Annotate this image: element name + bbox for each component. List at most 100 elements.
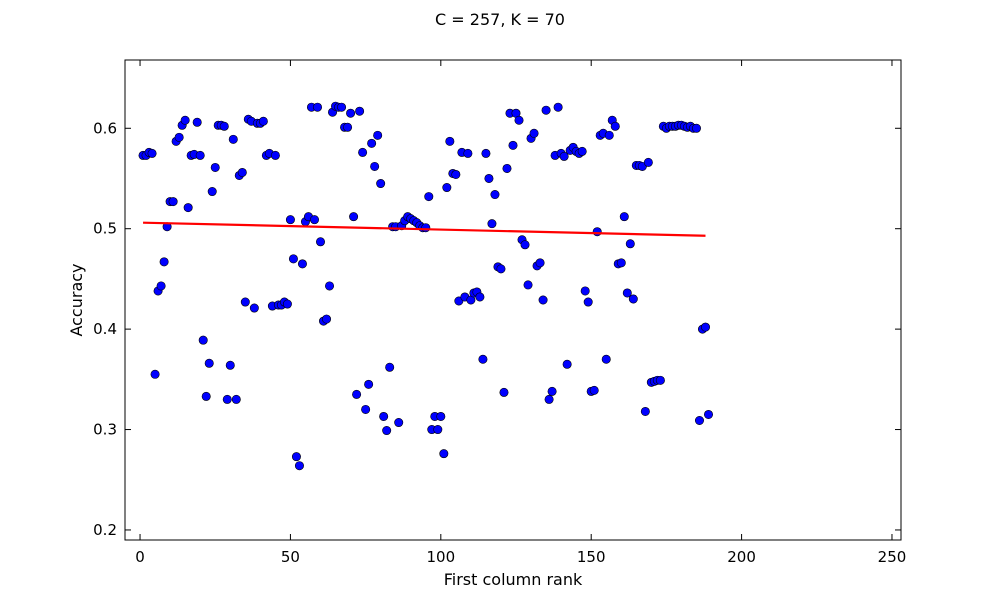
data-point — [502, 163, 512, 173]
data-point — [192, 117, 202, 127]
data-point — [421, 223, 431, 233]
data-point — [694, 416, 704, 426]
y-tick-label: 0.3 — [93, 421, 117, 439]
data-point — [496, 264, 506, 274]
data-point — [288, 254, 298, 264]
data-point — [379, 411, 389, 421]
data-point — [309, 215, 319, 225]
data-point — [373, 130, 383, 140]
data-point — [376, 179, 386, 189]
data-point — [484, 173, 494, 183]
plot-area — [124, 59, 902, 541]
data-point — [231, 394, 241, 404]
data-point — [445, 136, 455, 146]
axis-tick-labels: 0 50 100 150 200 250 0.2 0.3 0.4 0.5 0.6 — [93, 119, 906, 566]
data-point — [147, 148, 157, 158]
data-point — [580, 286, 590, 296]
data-point — [370, 161, 380, 171]
axis-ticks — [125, 60, 901, 540]
y-tick-label: 0.4 — [93, 320, 117, 338]
data-point — [625, 239, 635, 249]
data-point — [601, 354, 611, 364]
x-tick-label: 200 — [727, 548, 756, 566]
data-points — [138, 101, 714, 471]
x-tick-label: 0 — [135, 548, 145, 566]
data-point — [655, 375, 665, 385]
data-point — [183, 203, 193, 213]
data-point — [451, 169, 461, 179]
data-point — [424, 192, 434, 202]
trend-line — [143, 221, 706, 237]
data-point — [559, 151, 569, 161]
data-point — [394, 418, 404, 428]
data-point — [704, 409, 714, 419]
data-point — [700, 322, 710, 332]
data-point — [589, 385, 599, 395]
data-point — [610, 121, 620, 131]
data-point — [463, 148, 473, 158]
data-point — [577, 146, 587, 156]
data-point — [312, 102, 322, 112]
data-point — [180, 115, 190, 125]
data-point — [616, 258, 626, 268]
x-tick-label: 100 — [426, 548, 455, 566]
data-point — [529, 128, 539, 138]
data-point — [159, 257, 169, 267]
data-point — [535, 258, 545, 268]
y-tick-label: 0.2 — [93, 521, 117, 539]
data-point — [222, 394, 232, 404]
data-point — [382, 426, 392, 436]
data-point — [150, 369, 160, 379]
data-point — [349, 212, 359, 222]
data-point — [168, 197, 178, 207]
data-point — [294, 461, 304, 471]
data-point — [352, 389, 362, 399]
data-point — [583, 297, 593, 307]
data-point — [553, 102, 563, 112]
data-point — [385, 362, 395, 372]
data-point — [439, 449, 449, 459]
data-point — [562, 359, 572, 369]
data-point — [478, 354, 488, 364]
data-point — [691, 123, 701, 133]
data-point — [622, 288, 632, 298]
y-axis-label: Accuracy — [67, 263, 86, 336]
data-point — [538, 295, 548, 305]
data-point — [198, 335, 208, 345]
data-point — [544, 394, 554, 404]
data-point — [481, 148, 491, 158]
data-point — [240, 297, 250, 307]
data-point — [270, 150, 280, 160]
data-point — [204, 358, 214, 368]
data-point — [541, 105, 551, 115]
data-point — [219, 121, 229, 131]
data-point — [358, 147, 368, 157]
data-point — [640, 406, 650, 416]
data-point — [604, 130, 614, 140]
data-point — [228, 134, 238, 144]
x-axis-label: First column rank — [444, 570, 583, 589]
data-point — [433, 425, 443, 435]
data-point — [643, 157, 653, 167]
data-point — [475, 292, 485, 302]
data-point — [174, 132, 184, 142]
data-point — [628, 294, 638, 304]
data-point — [316, 237, 326, 247]
data-point — [520, 240, 530, 250]
data-point — [249, 303, 259, 313]
y-tick-label: 0.6 — [93, 119, 117, 137]
data-point — [490, 190, 500, 200]
data-point — [442, 183, 452, 193]
x-tick-label: 50 — [281, 548, 300, 566]
data-point — [210, 162, 220, 172]
x-tick-label: 150 — [577, 548, 606, 566]
data-point — [237, 167, 247, 177]
data-point — [225, 360, 235, 370]
x-tick-label: 250 — [878, 548, 907, 566]
data-point — [343, 122, 353, 132]
data-point — [291, 452, 301, 462]
data-point — [592, 227, 602, 237]
data-point — [322, 314, 332, 324]
data-point — [201, 391, 211, 401]
